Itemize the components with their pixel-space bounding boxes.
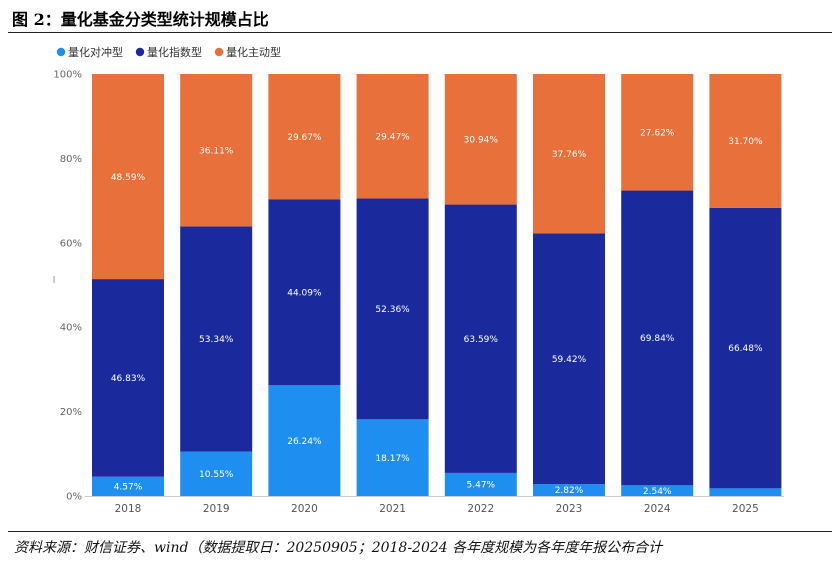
data-label: 36.11% (199, 146, 234, 156)
bar-segment (92, 279, 164, 477)
legend-marker (56, 47, 66, 57)
data-label: 69.84% (640, 334, 675, 344)
y-tick-label: 0% (66, 492, 82, 503)
legend-marker (214, 47, 224, 57)
bar-segment (533, 233, 605, 485)
x-tick-label: 2019 (203, 503, 230, 515)
data-label: 48.59% (111, 173, 146, 183)
bar-segment (92, 74, 164, 280)
data-label: 29.47% (375, 132, 410, 142)
data-label: 31.70% (728, 137, 763, 147)
bar-area: 4.57% 46.83% 48.59% 10.55% 53.34% 36.11% 26.24… (92, 74, 782, 497)
bar-segment (444, 204, 517, 473)
data-label: 2.82% (555, 486, 584, 496)
bar-segment (533, 74, 605, 234)
bar-segment (92, 476, 164, 496)
y-tick-label: 80% (60, 154, 82, 165)
legend-label: 量化对冲型 (68, 45, 123, 59)
data-label: 29.67% (287, 133, 322, 143)
bar-segment (180, 74, 253, 227)
title-divider (8, 32, 832, 33)
legend-label: 量化主动型 (226, 45, 281, 59)
bar-segment (621, 74, 694, 191)
data-label: 37.76% (552, 150, 587, 160)
data-label: 52.36% (375, 305, 410, 315)
chart-legend: 量化对冲型 量化指数型 量化主动型 (56, 45, 281, 59)
data-label: 5.47% (467, 481, 496, 491)
x-tick-label: 2021 (379, 503, 406, 515)
data-label: 26.24% (287, 437, 322, 447)
x-tick-label: 2022 (467, 503, 494, 515)
x-tick-label: 2024 (644, 503, 671, 515)
bar-segment (444, 472, 517, 496)
x-tick-label: 2020 (291, 503, 318, 515)
y-tick-label: 60% (60, 238, 82, 249)
bar-segment (709, 207, 782, 489)
legend-label: 量化指数型 (147, 45, 202, 59)
bar-segment (180, 451, 253, 496)
y-tick-label: 100% (53, 70, 82, 81)
bar-segment (356, 74, 429, 199)
bar-segment (268, 385, 341, 496)
bar-segment (621, 485, 694, 496)
data-label: 2.54% (643, 487, 672, 497)
data-label: 63.59% (464, 335, 499, 345)
bar-segment (709, 74, 782, 208)
data-label: 18.17% (375, 454, 410, 464)
bar-segment (356, 198, 429, 420)
data-label: 53.34% (199, 335, 234, 345)
source-divider (8, 531, 832, 532)
figure-title: 图 2：量化基金分类型统计规模占比 (12, 10, 269, 29)
y-tick-label: 20% (60, 407, 82, 418)
y-axis: 0% 20% 40% 60% 80% 100% (53, 70, 82, 503)
bar-segment (268, 199, 341, 386)
x-tick-label: 2025 (732, 503, 759, 515)
data-label: 27.62% (640, 128, 675, 138)
x-tick-label: 2023 (556, 503, 583, 515)
data-label: 4.57% (114, 483, 143, 493)
x-axis: 2018 2019 2020 2021 2022 2023 2024 2025 (85, 496, 784, 515)
bar-segment (709, 488, 782, 496)
y-tick-label: 40% (60, 323, 82, 334)
bar-segment (444, 74, 517, 205)
x-tick-label: 2018 (115, 503, 142, 515)
data-label: 59.42% (552, 355, 587, 365)
bar-segment (180, 226, 253, 452)
data-label: 46.83% (111, 374, 146, 384)
bar-segment (533, 484, 605, 496)
bar-segment (268, 74, 341, 200)
data-label: 10.55% (199, 470, 234, 480)
legend-marker (135, 47, 145, 57)
bar-segment (621, 190, 694, 486)
data-label: 44.09% (287, 288, 322, 298)
source-note: 资料来源：财信证券、wind（数据提取日：20250905；2018-2024 … (14, 540, 663, 556)
bar-segment (356, 419, 429, 496)
data-label: 30.94% (464, 135, 499, 145)
data-label: 66.48% (728, 344, 763, 354)
